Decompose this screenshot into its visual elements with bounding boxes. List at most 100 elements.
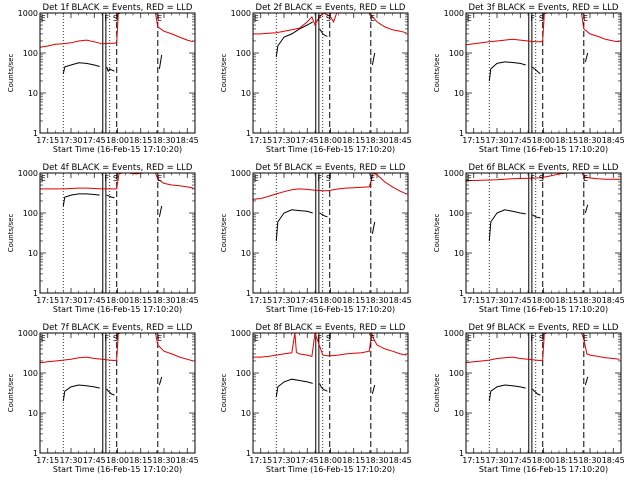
- series-line-events-2: [319, 212, 328, 218]
- x-tick-label: 18:30: [152, 136, 175, 145]
- y-tick-label: 10: [28, 409, 38, 418]
- y-tick-label: 1000: [18, 329, 38, 338]
- y-tick-label: 1000: [18, 9, 38, 18]
- series-line-events-2: [319, 28, 328, 37]
- y-tick-label: 1000: [444, 169, 464, 178]
- x-tick-label: 17:30: [485, 296, 508, 305]
- y-tick-label: 1000: [231, 329, 251, 338]
- series-line-events-1: [62, 193, 100, 207]
- x-axis-label: Start Time (16-Feb-15 17:10:20): [53, 305, 182, 314]
- plot-frame: [39, 172, 196, 294]
- marker-f: F: [104, 334, 109, 343]
- marker-s: S: [326, 334, 331, 343]
- marker-e1: E: [254, 174, 259, 183]
- x-tick-label: 17:45: [83, 136, 106, 145]
- y-tick-label: 1: [246, 289, 251, 298]
- series-line-lld-4: [465, 332, 620, 364]
- chart-title: Det 5f BLACK = Events, RED = LLD: [256, 163, 406, 173]
- y-tick-label: 100: [236, 49, 251, 58]
- marker-e2: E: [370, 14, 375, 23]
- chart-panel-3: Det 3f BLACK = Events, RED = LLD Counts/s…: [433, 3, 625, 154]
- marker-e2: E: [157, 334, 162, 343]
- x-tick-label: 17:45: [83, 456, 106, 465]
- x-tick-label: 17:15: [249, 136, 272, 145]
- x-tick-label: 18:00: [319, 136, 342, 145]
- chart-panel-8: Det 8f BLACK = Events, RED = LLD Counts/s…: [220, 323, 412, 474]
- y-axis-label: Counts/sec: [7, 214, 15, 253]
- x-tick-label: 17:15: [36, 296, 59, 305]
- x-tick-label: 18:45: [389, 456, 412, 465]
- y-tick-label: 1: [33, 289, 38, 298]
- y-tick-label: 10: [28, 249, 38, 258]
- marker-s: S: [539, 174, 544, 183]
- x-axis-label: Start Time (16-Feb-15 17:10:20): [266, 465, 395, 474]
- series-line-events-3: [158, 376, 163, 386]
- series-line-events-1: [488, 384, 526, 402]
- y-tick-label: 1: [33, 129, 38, 138]
- marker-e2: E: [583, 174, 588, 183]
- x-tick-label: 17:15: [462, 136, 485, 145]
- x-tick-label: 18:45: [389, 136, 412, 145]
- y-axis-label: Counts/sec: [220, 214, 228, 253]
- chart-title: Det 6f BLACK = Events, RED = LLD: [469, 163, 619, 173]
- x-tick-label: 17:15: [249, 456, 272, 465]
- x-tick-label: 18:00: [319, 456, 342, 465]
- x-tick-label: 17:15: [462, 456, 485, 465]
- marker-f: F: [317, 334, 322, 343]
- series-line-lld-4: [253, 332, 407, 358]
- y-axis-label: Counts/sec: [7, 374, 15, 413]
- x-tick-label: 18:30: [365, 456, 388, 465]
- y-tick-label: 1: [459, 129, 464, 138]
- y-tick-label: 1: [459, 449, 464, 458]
- x-axis-label: Start Time (16-Feb-15 17:10:20): [479, 145, 608, 154]
- x-tick-label: 17:30: [59, 296, 82, 305]
- x-tick-label: 17:30: [59, 456, 82, 465]
- y-tick-label: 1000: [444, 9, 464, 18]
- y-tick-label: 10: [241, 89, 251, 98]
- series-line-lld-4: [253, 12, 407, 35]
- series-line-lld-4: [40, 172, 194, 190]
- series-line-lld-4: [466, 172, 620, 181]
- y-tick-label: 10: [454, 409, 464, 418]
- x-tick-label: 18:30: [365, 136, 388, 145]
- chart-panel-1: Det 1f BLACK = Events, RED = LLD Counts/s…: [7, 3, 199, 154]
- plot-frame: [39, 332, 196, 454]
- x-tick-label: 18:15: [555, 456, 578, 465]
- y-tick-label: 100: [236, 209, 251, 218]
- marker-e1: E: [41, 174, 46, 183]
- series-line-events-3: [371, 52, 376, 66]
- x-tick-label: 18:15: [342, 296, 365, 305]
- chart-panel-2: Det 2f BLACK = Events, RED = LLD Counts/s…: [220, 3, 412, 154]
- y-tick-label: 100: [449, 369, 464, 378]
- series-line-events-1: [275, 209, 313, 242]
- plot-frame: [465, 172, 622, 294]
- x-tick-label: 18:15: [342, 456, 365, 465]
- series-line-events-1: [488, 61, 526, 82]
- marker-e1: E: [254, 14, 259, 23]
- y-tick-label: 1000: [231, 169, 251, 178]
- x-tick-label: 17:30: [272, 136, 295, 145]
- series-line-events-2: [532, 388, 541, 396]
- series-line-events-2: [319, 383, 328, 392]
- x-tick-label: 18:45: [176, 136, 199, 145]
- marker-f: F: [530, 14, 535, 23]
- marker-s: S: [539, 334, 544, 343]
- x-tick-label: 17:45: [509, 456, 532, 465]
- marker-f: F: [317, 174, 322, 183]
- x-tick-label: 17:15: [36, 136, 59, 145]
- marker-e2: E: [157, 14, 162, 23]
- y-tick-label: 1000: [444, 329, 464, 338]
- series-line-lld-4: [252, 172, 407, 200]
- x-tick-label: 18:45: [176, 456, 199, 465]
- y-tick-label: 100: [236, 369, 251, 378]
- x-tick-label: 18:45: [602, 136, 625, 145]
- marker-e2: E: [583, 334, 588, 343]
- marker-f: F: [104, 14, 109, 23]
- series-line-events-3: [584, 52, 589, 63]
- series-line-events-3: [371, 384, 376, 395]
- chart-title: Det 1f BLACK = Events, RED = LLD: [43, 3, 193, 13]
- x-tick-label: 17:30: [485, 136, 508, 145]
- marker-e2: E: [370, 334, 375, 343]
- y-tick-label: 1: [246, 449, 251, 458]
- x-tick-label: 18:45: [602, 456, 625, 465]
